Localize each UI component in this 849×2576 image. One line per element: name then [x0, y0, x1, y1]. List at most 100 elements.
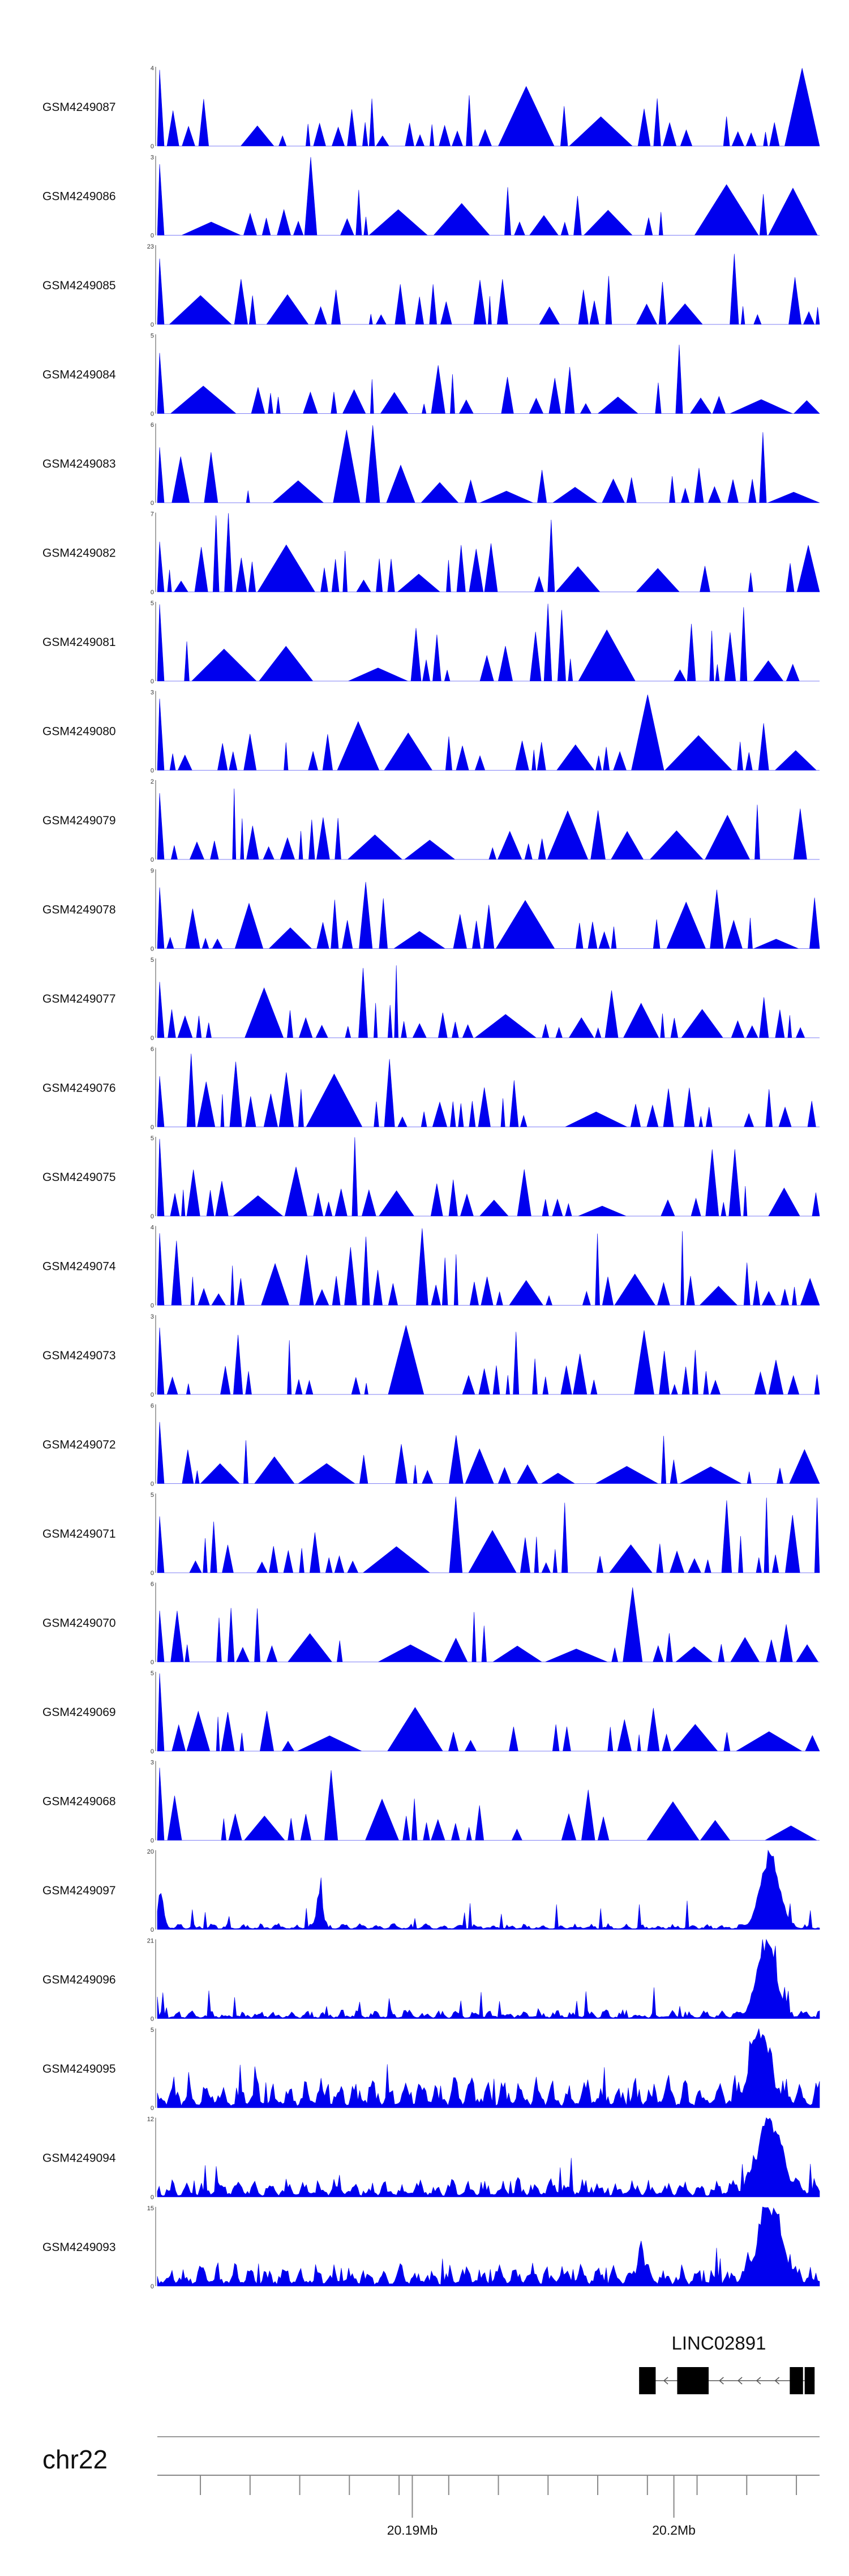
track-ymin-label: 0 — [151, 143, 154, 150]
coverage-track: GSM4249078 9 0 — [42, 868, 820, 953]
strand-arrow — [756, 2377, 761, 2385]
track-ymin-label: 0 — [151, 500, 154, 507]
track-ymin-label: 0 — [151, 322, 154, 328]
gene-name-label: LINC02891 — [672, 2333, 766, 2354]
track-ymax-label: 3 — [151, 1313, 154, 1320]
coverage-track: GSM4249068 3 0 — [42, 1760, 820, 1845]
coverage-area — [157, 157, 820, 236]
coverage-area — [157, 1422, 820, 1484]
track-ymax-label: 6 — [151, 422, 154, 429]
coverage-area — [157, 788, 820, 860]
coverage-area — [157, 694, 820, 771]
coverage-track: GSM4249097 20 0 — [42, 1848, 820, 1933]
genome-axis-track: chr22 20.19Mb 20.2Mb — [42, 2436, 820, 2538]
track-ymax-label: 12 — [147, 2116, 154, 2123]
track-ymax-label: 4 — [151, 65, 154, 72]
track-ymin-label: 0 — [151, 411, 154, 418]
track-label: GSM4249077 — [42, 992, 116, 1005]
coverage-track: GSM4249073 3 0 — [42, 1313, 820, 1398]
coverage-area — [157, 1939, 820, 2019]
coverage-track: GSM4249075 5 0 — [42, 1135, 820, 1220]
gene-exons — [639, 2367, 815, 2394]
track-ymax-label: 3 — [151, 1760, 154, 1766]
coverage-area — [157, 604, 820, 682]
track-label: GSM4249096 — [42, 1974, 116, 1987]
coverage-area — [157, 1768, 820, 1841]
gene-annotation-track: LINC02891 — [639, 2333, 815, 2394]
track-ymax-label: 7 — [151, 511, 154, 518]
coverage-track: GSM4249095 5 0 — [42, 2027, 820, 2112]
strand-arrow — [737, 2377, 743, 2385]
track-label: GSM4249083 — [42, 457, 116, 470]
track-ymax-label: 5 — [151, 957, 154, 964]
track-ymin-label: 0 — [151, 678, 154, 685]
track-ymin-label: 0 — [151, 1213, 154, 1220]
track-ymin-label: 0 — [151, 589, 154, 596]
track-ymin-label: 0 — [151, 1659, 154, 1666]
track-label: GSM4249082 — [42, 547, 116, 560]
track-label: GSM4249086 — [42, 190, 116, 203]
track-label: GSM4249085 — [42, 279, 116, 292]
track-ymax-label: 2 — [151, 778, 154, 785]
coverage-track: GSM4249077 5 0 — [42, 957, 820, 1042]
strand-arrow — [719, 2377, 724, 2385]
coverage-track: GSM4249076 6 0 — [42, 1046, 820, 1131]
coverage-area — [157, 1849, 820, 1930]
coverage-track: GSM4249085 23 0 — [42, 243, 820, 328]
gene-exon — [790, 2367, 803, 2394]
track-label: GSM4249069 — [42, 1706, 116, 1719]
track-ymin-label: 0 — [151, 2283, 154, 2290]
coverage-track: GSM4249094 12 0 — [42, 2116, 820, 2201]
track-ymax-label: 15 — [147, 2205, 154, 2212]
track-label: GSM4249074 — [42, 1260, 116, 1273]
coverage-area — [157, 1137, 820, 1217]
coverage-area — [157, 68, 820, 147]
track-label: GSM4249073 — [42, 1349, 116, 1362]
track-ymax-label: 5 — [151, 600, 154, 607]
track-label: GSM4249071 — [42, 1527, 116, 1541]
coverage-area — [157, 882, 820, 949]
coverage-area — [157, 1228, 820, 1306]
coverage-area — [157, 344, 820, 414]
coverage-track: GSM4249096 21 0 — [42, 1938, 820, 2023]
coverage-tracks: GSM424908740GSM424908630GSM4249085230GSM… — [42, 65, 820, 2290]
track-ymax-label: 5 — [151, 1135, 154, 1142]
coverage-area — [157, 2206, 820, 2287]
strand-arrows — [663, 2377, 780, 2385]
track-label: GSM4249068 — [42, 1795, 116, 1808]
gene-exon — [804, 2367, 815, 2394]
axis-tick-label: 20.19Mb — [387, 2523, 438, 2538]
track-ymin-label: 0 — [151, 2105, 154, 2112]
track-ymax-label: 6 — [151, 1581, 154, 1588]
coverage-track: GSM4249071 5 0 — [42, 1492, 820, 1577]
track-ymin-label: 0 — [151, 1481, 154, 1488]
gene-exon — [639, 2367, 656, 2394]
track-label: GSM4249080 — [42, 725, 116, 738]
coverage-area — [157, 1054, 820, 1127]
track-ymin-label: 0 — [151, 2016, 154, 2023]
track-ymin-label: 0 — [151, 1838, 154, 1845]
coverage-area — [157, 1587, 820, 1662]
track-label: GSM4249084 — [42, 369, 116, 382]
strand-arrow — [774, 2377, 780, 2385]
track-label: GSM4249095 — [42, 2062, 116, 2076]
track-ymax-label: 5 — [151, 333, 154, 340]
track-ymax-label: 5 — [151, 2027, 154, 2034]
coverage-area — [157, 1496, 820, 1573]
track-ymin-label: 0 — [151, 946, 154, 953]
coverage-area — [157, 1673, 820, 1752]
track-ymin-label: 0 — [151, 233, 154, 239]
track-label: GSM4249097 — [42, 1884, 116, 1897]
track-ymax-label: 23 — [147, 243, 154, 250]
coverage-track: GSM4249086 3 0 — [42, 155, 820, 239]
track-ymax-label: 21 — [147, 1938, 154, 1945]
coverage-area — [157, 2117, 820, 2197]
track-label: GSM4249087 — [42, 101, 116, 114]
track-ymax-label: 9 — [151, 868, 154, 875]
gene-exon — [677, 2367, 709, 2394]
coverage-area — [157, 513, 820, 592]
track-label: GSM4249076 — [42, 1082, 116, 1095]
coverage-area — [157, 1325, 820, 1395]
coverage-track: GSM4249087 4 0 — [42, 65, 820, 150]
